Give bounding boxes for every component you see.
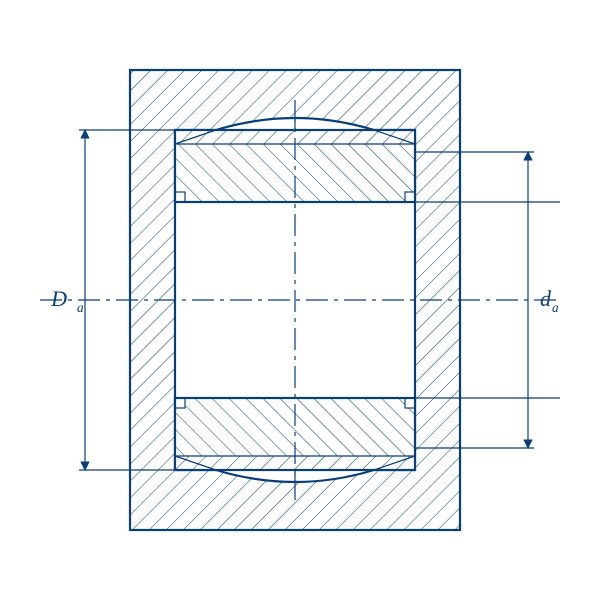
dim-Da-label: D [50, 286, 67, 311]
dim-Da-sub: a [77, 300, 84, 315]
geometry-layer [40, 70, 560, 530]
bearing-cross-section: Dada [0, 0, 600, 600]
dim-da-label: d [540, 286, 552, 311]
dim-da-sub: a [552, 300, 559, 315]
